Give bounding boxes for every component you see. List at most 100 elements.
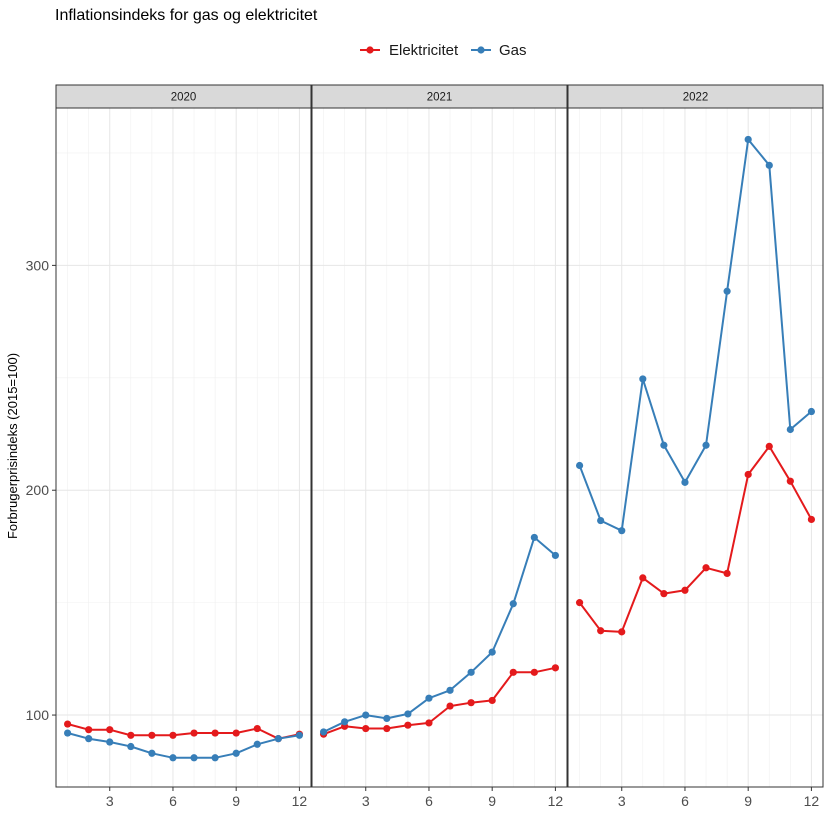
data-point-gas (274, 735, 282, 743)
data-point-elektricitet (488, 696, 496, 705)
y-tick-label: 100 (26, 707, 50, 723)
data-point-gas (127, 742, 135, 751)
facet-strip-label: 2021 (427, 92, 453, 104)
data-point-gas (190, 754, 198, 762)
data-point-gas (575, 461, 584, 470)
data-point-elektricitet (551, 664, 560, 672)
y-tick-label: 200 (26, 482, 50, 498)
data-point-elektricitet (148, 731, 156, 739)
data-point-elektricitet (744, 470, 752, 479)
data-point-gas (85, 735, 93, 743)
panel-background (568, 108, 823, 787)
x-tick-label: 9 (232, 793, 240, 809)
data-point-gas (530, 533, 538, 542)
data-point-elektricitet (765, 442, 773, 450)
data-point-gas (383, 714, 391, 723)
data-point-gas (681, 478, 689, 486)
data-point-gas (319, 728, 328, 736)
data-point-gas (425, 694, 433, 702)
data-point-elektricitet (106, 726, 114, 734)
data-point-gas (232, 749, 240, 757)
x-tick-label: 9 (488, 793, 496, 809)
x-tick-label: 6 (169, 793, 177, 809)
data-point-gas (639, 375, 647, 383)
panel-border (567, 107, 824, 788)
series-line-gas (323, 536, 557, 733)
data-point-gas (551, 551, 560, 560)
legend-label: Elektricitet (389, 42, 459, 59)
x-tick-label: 3 (106, 793, 114, 809)
legend-label: Gas (499, 42, 527, 59)
facet-strip-label: 2022 (683, 92, 709, 104)
data-point-gas (63, 729, 72, 737)
panel-border (55, 107, 312, 788)
data-point-gas (467, 668, 475, 676)
data-point-elektricitet (211, 729, 219, 737)
data-point-elektricitet (639, 574, 647, 582)
data-point-elektricitet (383, 724, 391, 733)
data-point-elektricitet (660, 590, 668, 598)
y-axis-title: Forbrugerprisindeks (2015=100) (5, 353, 20, 539)
data-point-gas (404, 710, 412, 718)
data-point-elektricitet (467, 699, 475, 707)
data-point-gas (362, 711, 370, 719)
data-point-gas (446, 686, 454, 694)
plot-area: 2020 3 6 9 12 2021 3 6 9 12 2022 3 6 9 12 100 200 300 (26, 84, 824, 809)
legend-key-point (366, 46, 374, 54)
data-point-gas (488, 648, 496, 656)
data-point-elektricitet (63, 720, 72, 728)
data-point-elektricitet (597, 627, 605, 635)
data-point-elektricitet (530, 668, 538, 676)
legend-item-gas: Gas (471, 42, 527, 59)
data-point-gas (597, 516, 605, 525)
data-point-gas (106, 738, 114, 746)
data-point-elektricitet (253, 724, 261, 733)
x-tick-label: 12 (804, 793, 820, 809)
series-line-gas (578, 138, 813, 532)
data-point-gas (618, 527, 626, 535)
data-point-gas (660, 441, 668, 449)
data-point-elektricitet (425, 719, 433, 727)
panel-background (56, 108, 311, 787)
data-point-gas (509, 600, 517, 608)
legend-key-point (477, 46, 485, 54)
x-tick-label: 9 (744, 793, 752, 809)
data-point-gas (295, 731, 304, 739)
data-point-gas (702, 441, 710, 449)
data-point-elektricitet (362, 724, 370, 733)
data-point-gas (807, 407, 816, 416)
data-point-gas (765, 161, 773, 169)
data-point-gas (148, 749, 156, 757)
chart-title: Inflationsindeks for gas og elektricitet (55, 7, 318, 24)
x-tick-label: 6 (425, 793, 433, 809)
data-point-elektricitet (618, 628, 626, 636)
facet-strip-label: 2020 (171, 92, 197, 104)
data-point-elektricitet (169, 731, 177, 739)
data-point-gas (211, 754, 219, 762)
legend-item-elektricitet: Elektricitet (360, 42, 459, 59)
data-point-elektricitet (575, 599, 584, 607)
data-point-elektricitet (232, 729, 240, 737)
data-point-elektricitet (786, 477, 794, 485)
legend: Elektricitet Gas (360, 42, 527, 59)
x-tick-label: 6 (681, 793, 689, 809)
x-tick-label: 3 (362, 793, 370, 809)
data-point-gas (253, 740, 261, 748)
x-tick-label: 12 (548, 793, 564, 809)
data-point-gas (723, 287, 731, 295)
data-point-gas (169, 754, 177, 762)
data-point-elektricitet (85, 726, 93, 734)
data-point-elektricitet (190, 729, 198, 737)
y-tick-label: 300 (26, 257, 50, 273)
data-point-gas (786, 425, 794, 434)
data-point-gas (744, 135, 752, 144)
data-point-elektricitet (702, 564, 710, 572)
data-point-gas (341, 718, 349, 726)
data-point-elektricitet (446, 702, 454, 710)
x-tick-label: 12 (292, 793, 308, 809)
data-point-elektricitet (681, 586, 689, 594)
x-tick-label: 3 (618, 793, 626, 809)
data-point-elektricitet (404, 721, 412, 729)
